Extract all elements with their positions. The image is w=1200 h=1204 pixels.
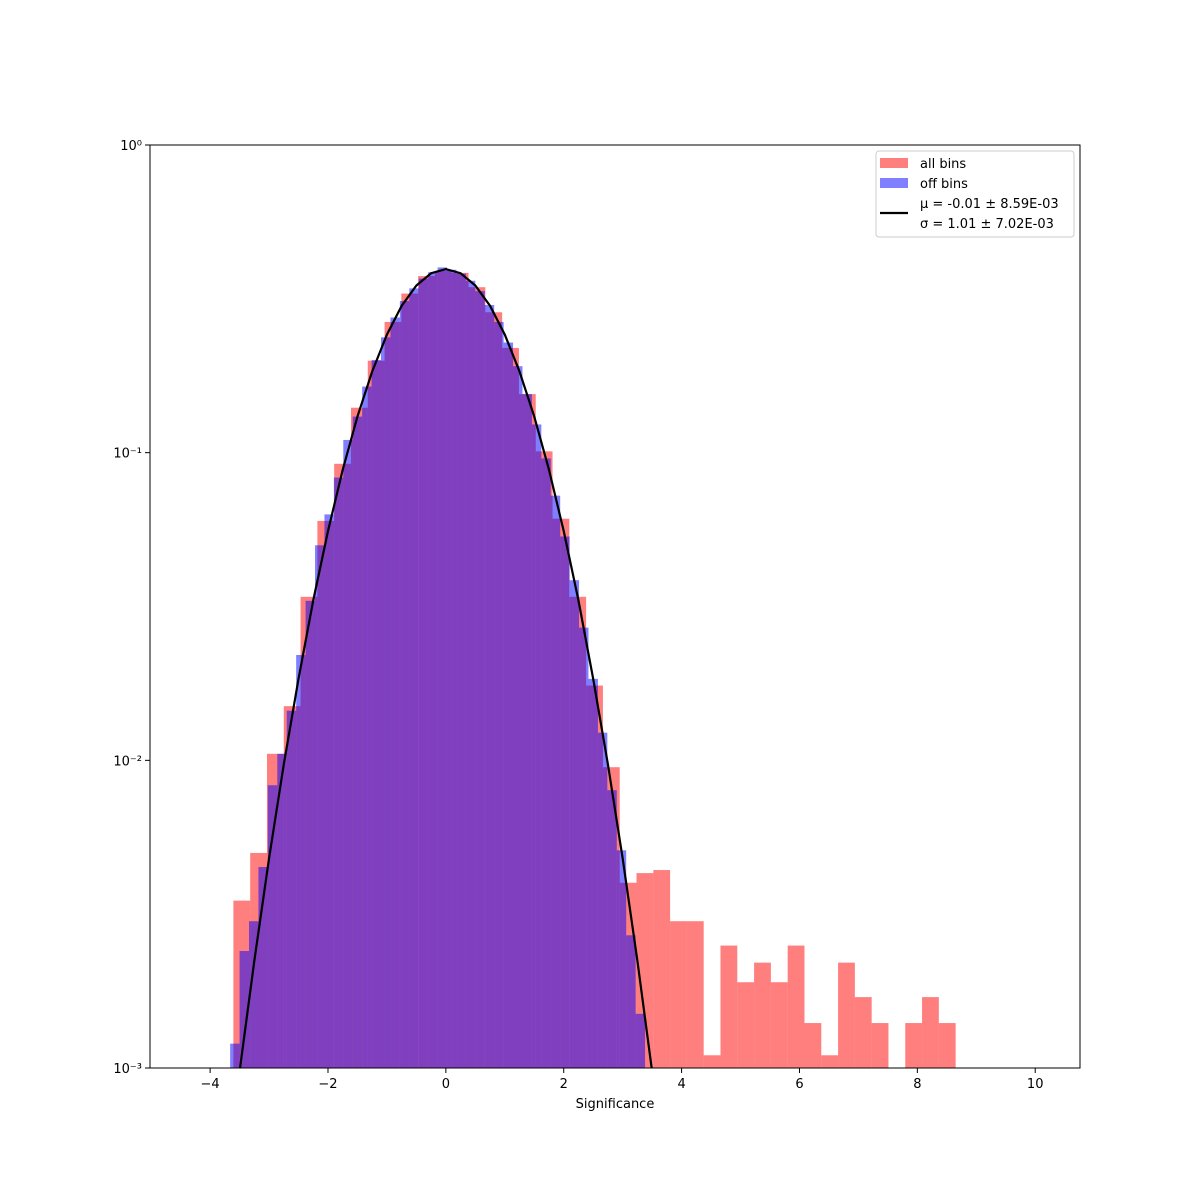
histogram-bar xyxy=(531,424,542,1068)
histogram-bar xyxy=(737,982,755,1068)
histogram-bar xyxy=(588,678,598,1068)
x-tick-label: 4 xyxy=(677,1077,685,1092)
histogram-bar xyxy=(938,1023,956,1068)
histogram-bar xyxy=(686,921,704,1068)
legend-swatch xyxy=(880,158,908,168)
fit-curve xyxy=(238,267,653,1068)
y-tick-label: 10⁻² xyxy=(113,754,142,769)
histogram-bar xyxy=(616,850,627,1068)
histogram-bar xyxy=(324,514,334,1068)
histogram-bar xyxy=(371,360,382,1068)
histogram-bar xyxy=(343,439,353,1068)
histogram-bar xyxy=(522,394,532,1068)
histogram-bar xyxy=(560,536,570,1068)
histogram-bar xyxy=(381,337,391,1068)
histogram-bar xyxy=(494,321,504,1068)
histogram-bar xyxy=(277,753,287,1068)
legend-box xyxy=(875,150,1075,238)
histogram-bar xyxy=(428,272,438,1068)
y-tick-label: 10⁻¹ xyxy=(113,447,142,462)
axes-frame xyxy=(149,144,1081,1069)
histogram-bar xyxy=(305,600,316,1068)
x-tick-label: 8 xyxy=(913,1077,921,1092)
legend-label: off bins xyxy=(920,177,968,192)
histogram-bar xyxy=(503,342,514,1068)
x-tick-label: 2 xyxy=(560,1077,568,1092)
x-axis-label: Significance xyxy=(576,1097,655,1112)
histogram-bar xyxy=(569,580,580,1068)
histogram-bar xyxy=(804,1023,822,1068)
histogram-bar xyxy=(720,945,738,1068)
y-tick-label: 10⁻³ xyxy=(113,1062,142,1077)
plot-area xyxy=(230,267,956,1068)
x-tick-label: 0 xyxy=(442,1077,450,1092)
histogram-bar xyxy=(465,280,476,1068)
y-tick-label: 10⁰ xyxy=(120,139,142,154)
histogram-bar xyxy=(258,867,268,1068)
histogram-bar xyxy=(541,458,551,1068)
histogram-bar xyxy=(286,710,297,1068)
histogram-bar xyxy=(513,366,523,1068)
legend-label: all bins xyxy=(920,157,966,172)
histogram-bar xyxy=(399,301,410,1068)
histogram-bar xyxy=(296,654,306,1068)
legend: all bins off bins μ = -0.01 ± 8.59E-03 σ = … xyxy=(875,150,1075,238)
histogram-bar xyxy=(787,945,805,1068)
histogram-bar xyxy=(653,870,671,1068)
histogram-bar xyxy=(239,951,250,1068)
histogram-bar xyxy=(579,627,589,1068)
histogram-bar xyxy=(670,921,687,1068)
histogram-bar xyxy=(352,416,363,1068)
histogram-bar xyxy=(484,304,495,1068)
histogram-bar xyxy=(456,273,466,1068)
histogram-bar xyxy=(409,288,419,1068)
histogram-bar xyxy=(550,495,561,1068)
histogram-bar xyxy=(838,962,855,1068)
histogram-bar xyxy=(447,269,457,1068)
histogram-bar xyxy=(626,935,636,1068)
x-tick-label: −2 xyxy=(318,1077,337,1092)
histogram-bar xyxy=(854,997,872,1068)
histogram-bar xyxy=(267,785,278,1068)
histogram-bar xyxy=(362,386,372,1068)
x-tick-label: 6 xyxy=(795,1077,803,1092)
histogram-bar xyxy=(607,790,617,1068)
legend-swatch xyxy=(880,178,908,188)
histogram-bar xyxy=(315,545,325,1068)
legend-label: μ = -0.01 ± 8.59E-03 xyxy=(920,197,1059,212)
histogram-bar xyxy=(333,477,344,1068)
histogram-bar xyxy=(871,1023,889,1068)
axes: −4 −2 0 2 4 6 8 10 10⁻³ 10⁻² 10⁻¹ 10⁰ xyxy=(113,139,1043,1092)
histogram-bar xyxy=(230,1043,240,1068)
histogram-bar xyxy=(475,291,485,1068)
histogram-bar xyxy=(597,732,608,1068)
histogram-bar xyxy=(703,1055,721,1068)
x-tick-label: −4 xyxy=(201,1077,220,1092)
histogram-bar xyxy=(437,267,448,1068)
histogram-bar xyxy=(821,1055,839,1068)
histogram-bar xyxy=(770,982,788,1068)
histogram-bar xyxy=(249,921,259,1068)
x-tick-label: 10 xyxy=(1027,1077,1044,1092)
histogram-bar xyxy=(922,997,939,1068)
legend-label: σ = 1.01 ± 7.02E-03 xyxy=(920,217,1054,232)
histogram-bar xyxy=(905,1023,923,1068)
histogram-bar xyxy=(754,962,771,1068)
histogram-bar xyxy=(390,317,400,1068)
histogram-bar xyxy=(418,278,429,1068)
histogram-bar xyxy=(635,1013,646,1068)
